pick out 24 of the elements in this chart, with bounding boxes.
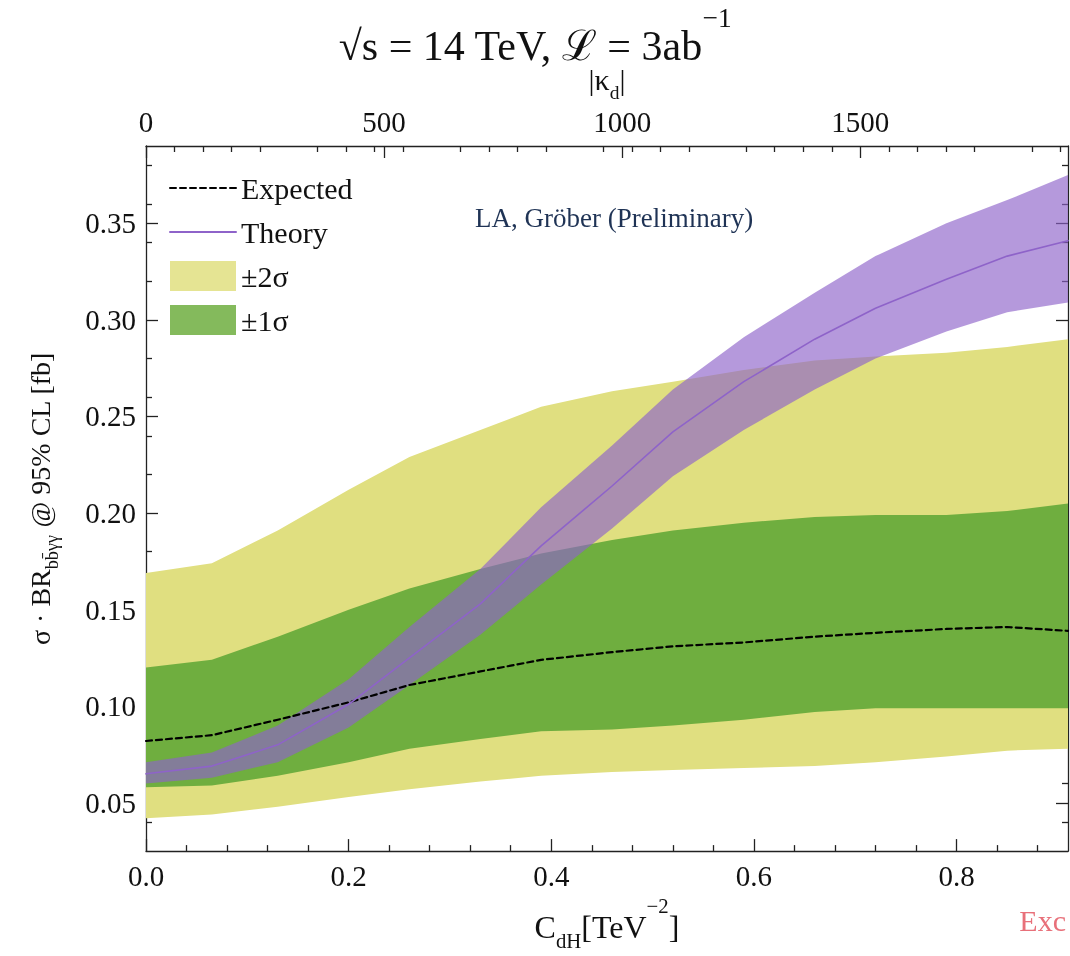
line-series [144,625,1070,743]
y-tick-label: 0.10 [85,690,136,723]
x-tick-label: 0.6 [735,859,773,892]
y-axis-title: σ · BRbb̄γγ @ 95% CL [fb] [24,352,62,645]
y-tick-label: 0.35 [85,207,136,240]
legend-label: Expected [241,171,353,205]
y-tick-label: 0.30 [85,303,136,336]
legend-label: ±1σ [241,303,289,337]
x2-tick-label: 1000 [593,105,652,138]
x-tick-label: 0.8 [938,859,975,892]
legend-label: ±2σ [241,259,289,293]
text: Exc [1019,903,1066,937]
y-tick-label: 0.20 [85,497,136,530]
x2-tick-label: 1500 [831,105,890,138]
y-tick-label: 0.15 [85,593,136,626]
x2-tick-label: 0 [138,105,154,138]
x-tick-label: 0.2 [330,859,367,892]
legend-label: Theory [241,215,328,249]
x2-tick-label: 500 [362,105,406,138]
x-tick-label: 0.0 [127,859,165,892]
y-tick-label: 0.05 [85,786,136,819]
y-tick-label: 0.25 [85,400,136,433]
annotation: LA, Gröber (Preliminary) [475,202,754,233]
x-tick-label: 0.4 [533,859,570,892]
